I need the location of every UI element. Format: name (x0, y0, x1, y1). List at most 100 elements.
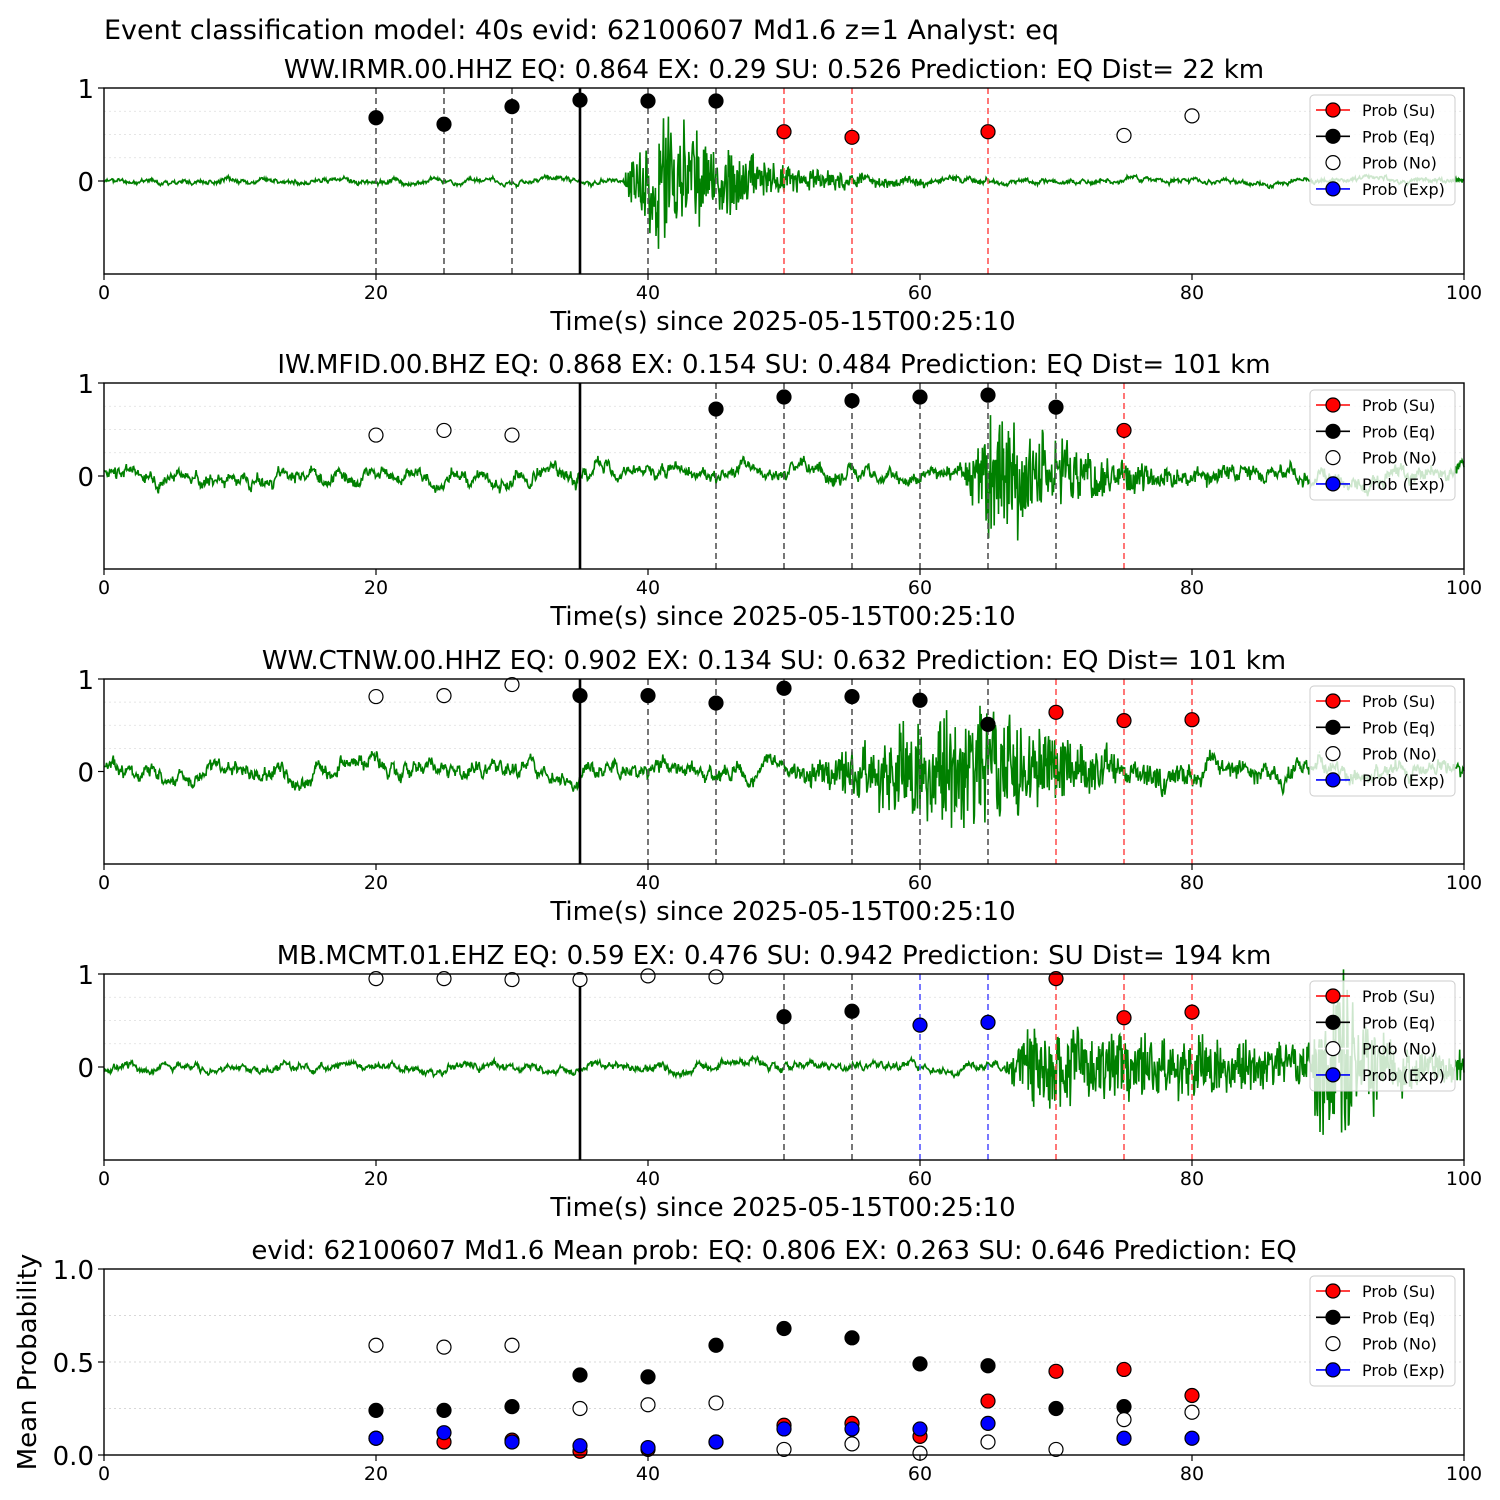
legend: Prob (Su) Prob (Eq) Prob (No) Prob (Exp) (1309, 94, 1456, 206)
point-eq (980, 1358, 996, 1374)
point-su (1048, 704, 1064, 720)
point-no (368, 971, 384, 987)
point-exp (912, 1017, 928, 1033)
legend-marker-su (1325, 693, 1341, 709)
point-su (1184, 712, 1200, 728)
panel-5: evid: 62100607 Md1.6 Mean prob: EQ: 0.80… (13, 1236, 1482, 1485)
legend-label: Prob (Exp) (1362, 1361, 1445, 1380)
panels: WW.IRMR.00.HHZ EQ: 0.864 EX: 0.29 SU: 0.… (13, 55, 1482, 1485)
point-no (504, 676, 520, 693)
point-no (980, 1434, 996, 1450)
panel-title: WW.CTNW.00.HHZ EQ: 0.902 EX: 0.134 SU: 0… (262, 646, 1286, 676)
x-tick-label: 0 (98, 282, 110, 304)
legend-marker-exp (1325, 1362, 1341, 1378)
legend-marker-no (1325, 1040, 1341, 1057)
legend-label: Prob (Su) (1362, 987, 1435, 1006)
legend-label: Prob (No) (1362, 449, 1437, 468)
point-exp (980, 1014, 996, 1030)
x-tick-label: 40 (636, 1463, 660, 1485)
x-tick-label: 60 (908, 577, 932, 599)
x-axis-label: Time(s) since 2025-05-15T00:25:10 (549, 602, 1015, 632)
point-no (776, 1441, 792, 1458)
x-tick-label: 100 (1446, 1463, 1482, 1485)
point-eq (912, 692, 928, 708)
point-eq (504, 1399, 520, 1415)
y-tick-label: 0.5 (53, 1349, 94, 1379)
legend-marker-eq (1325, 1014, 1341, 1030)
legend-label: Prob (Exp) (1362, 180, 1445, 199)
point-eq (572, 688, 588, 704)
legend-box (1309, 1275, 1456, 1387)
x-tick-label: 20 (364, 1463, 388, 1485)
x-tick-label: 40 (636, 282, 660, 304)
x-tick-label: 60 (908, 1463, 932, 1485)
x-tick-label: 80 (1180, 577, 1204, 599)
point-eq (368, 1402, 384, 1418)
x-tick-label: 0 (98, 1463, 110, 1485)
legend: Prob (Su) Prob (Eq) Prob (No) Prob (Exp) (1309, 1275, 1456, 1387)
x-tick-label: 60 (908, 872, 932, 894)
point-eq (640, 93, 656, 109)
panel-title: IW.MFID.00.BHZ EQ: 0.868 EX: 0.154 SU: 0… (277, 350, 1270, 380)
x-axis-label: Time(s) since 2025-05-15T00:25:10 (549, 307, 1015, 337)
point-no (436, 1339, 452, 1355)
point-no (368, 688, 384, 705)
legend-label: Prob (No) (1362, 745, 1437, 764)
point-eq (572, 1367, 588, 1383)
point-su (1048, 1363, 1064, 1379)
point-exp (368, 1430, 384, 1446)
legend-label: Prob (Exp) (1362, 771, 1445, 790)
x-tick-label: 80 (1180, 282, 1204, 304)
point-eq (776, 389, 792, 405)
point-no (504, 427, 520, 443)
legend-label: Prob (Eq) (1362, 127, 1435, 146)
point-no (1184, 108, 1200, 124)
point-no (640, 1397, 656, 1413)
point-exp (708, 1434, 724, 1450)
legend-marker-exp (1325, 1067, 1341, 1083)
x-tick-label: 20 (364, 577, 388, 599)
legend-marker-no (1325, 1335, 1341, 1352)
point-exp (640, 1439, 656, 1456)
point-no (1116, 127, 1132, 144)
point-su (1116, 1361, 1132, 1378)
point-eq (640, 688, 656, 704)
x-tick-label: 20 (364, 872, 388, 894)
legend-label: Prob (Eq) (1362, 1013, 1435, 1032)
x-tick-label: 80 (1180, 1463, 1204, 1485)
legend-label: Prob (Eq) (1362, 422, 1435, 441)
point-eq (776, 1320, 792, 1337)
point-eq (844, 393, 860, 409)
y-tick-label: 1 (77, 961, 94, 991)
legend-label: Prob (Exp) (1362, 475, 1445, 494)
point-su (1048, 971, 1064, 987)
legend: Prob (Su) Prob (Eq) Prob (No) Prob (Exp) (1309, 685, 1456, 797)
point-eq (436, 1402, 452, 1418)
point-eq (368, 110, 384, 126)
y-tick-label: 1.0 (53, 1256, 94, 1286)
point-eq (776, 680, 792, 696)
y-axis-label: Mean Probability (13, 1254, 43, 1471)
legend-marker-no (1325, 450, 1341, 466)
x-tick-label: 20 (364, 282, 388, 304)
point-eq (912, 1356, 928, 1372)
waveform-trace (103, 415, 1465, 541)
legend-label: Prob (Eq) (1362, 718, 1435, 737)
point-su (980, 1393, 996, 1409)
point-exp (844, 1421, 860, 1437)
point-eq (708, 1337, 724, 1353)
panel-title: MB.MCMT.01.EHZ EQ: 0.59 EX: 0.476 SU: 0.… (277, 941, 1272, 971)
legend-box (1309, 980, 1456, 1092)
point-eq (708, 695, 724, 711)
point-no (572, 1400, 588, 1417)
point-no (640, 968, 656, 984)
legend-marker-su (1325, 1283, 1341, 1299)
x-tick-label: 20 (364, 1168, 388, 1190)
legend-marker-su (1325, 988, 1341, 1004)
point-su (1116, 422, 1132, 439)
point-eq (1116, 1399, 1132, 1415)
point-eq (708, 401, 724, 417)
legend-label: Prob (No) (1362, 154, 1437, 173)
point-exp (1116, 1430, 1132, 1446)
